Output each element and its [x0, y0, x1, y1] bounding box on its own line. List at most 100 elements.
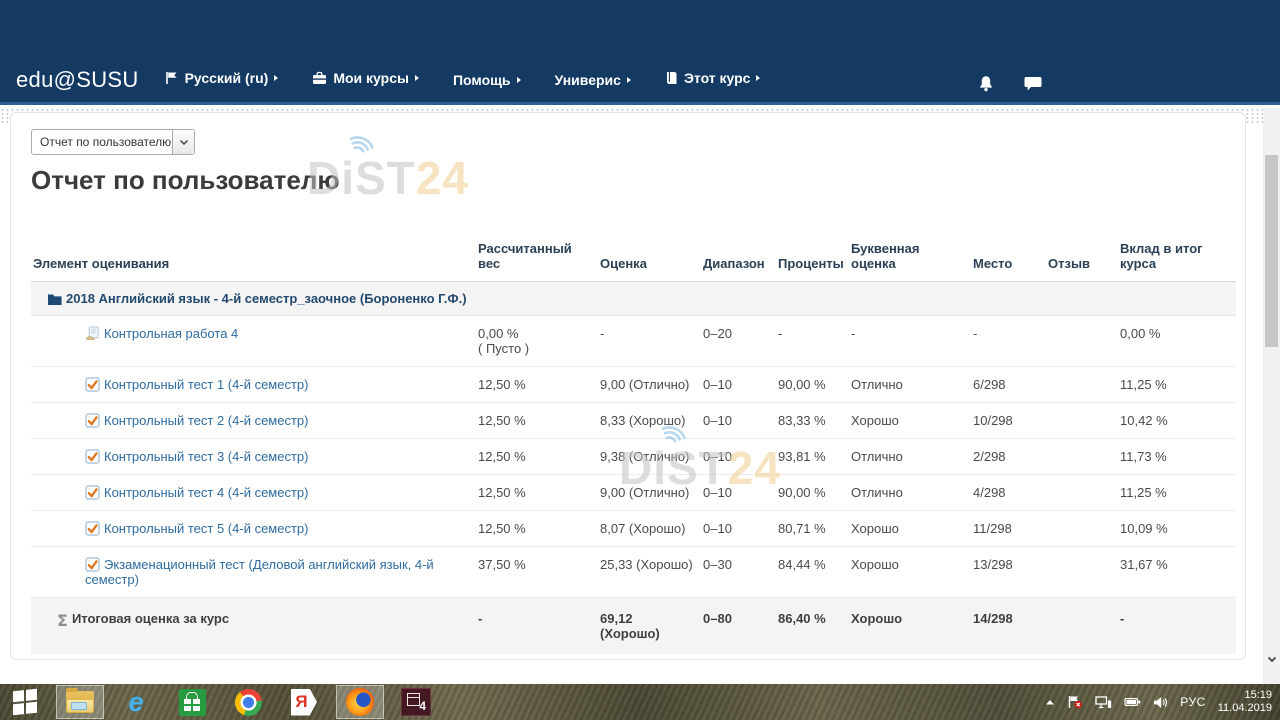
clock[interactable]: 15:19 11.04.2019 [1218, 689, 1272, 715]
category-name-cell: 2018 Английский язык - 4-й семестр_заочн… [31, 281, 1236, 316]
nav-item-label: Русский (ru) [184, 70, 269, 86]
book-icon [666, 72, 677, 84]
percent-cell: 93,81 % [776, 438, 849, 475]
nav-item-help[interactable]: Помощь [453, 72, 521, 88]
volume-icon [1154, 696, 1168, 708]
grade-table-header-row: Элемент оценивания Рассчитанный вес Оценка… [31, 223, 1236, 282]
nav-item-label: Помощь [452, 72, 511, 88]
percent-cell: 84,44 % [776, 546, 849, 598]
caret-right-icon [516, 77, 521, 83]
messages-button[interactable] [1024, 76, 1042, 92]
action-center-flag-button[interactable] [1067, 695, 1083, 709]
tray-expand-icon [1046, 700, 1055, 705]
percent-cell: 83,33 % [776, 402, 849, 439]
grade-table-body: 2018 Английский язык - 4-й семестр_заочн… [31, 281, 1236, 654]
folder-icon [48, 294, 62, 305]
grade-item-link[interactable]: Контрольный тест 5 (4-й семестр) [104, 520, 309, 536]
category-title: 2018 Английский язык - 4-й семестр_заочн… [66, 290, 467, 306]
contribution-cell: - [1118, 597, 1236, 654]
table-row-quiz: Экзаменационный тест (Деловой английский… [31, 546, 1236, 598]
weight-cell: 37,50 % [476, 546, 598, 598]
contribution-cell: 11,25 % [1118, 474, 1236, 511]
grade-cell: 69,12 (Хорошо) [598, 597, 701, 654]
chat-icon [1024, 76, 1042, 91]
rank-cell: 6/298 [971, 366, 1046, 403]
tray-expand-button[interactable] [1045, 698, 1055, 706]
start-button[interactable] [0, 684, 50, 720]
contribution-cell: 0,00 % [1118, 315, 1236, 367]
weight-cell: 12,50 % [476, 366, 598, 403]
notifications-button[interactable] [978, 75, 994, 92]
feedback-cell [1046, 438, 1118, 475]
grade-item-link[interactable]: Контрольный тест 2 (4-й семестр) [104, 412, 309, 428]
chevron-down-icon [172, 130, 194, 154]
grade-item-link[interactable]: Экзаменационный тест (Деловой английский… [85, 556, 434, 587]
letter-cell: Хорошо [849, 402, 971, 439]
letter-cell: Отлично [849, 366, 971, 403]
report-type-select-value: Отчет по пользователю [40, 135, 172, 149]
volume-button[interactable] [1153, 696, 1168, 709]
feedback-cell [1046, 366, 1118, 403]
wifi-arcs-icon [349, 136, 374, 153]
weight-cell: 12,50 % [476, 402, 598, 439]
grade-item-link[interactable]: Контрольный тест 1 (4-й семестр) [104, 376, 309, 392]
item-name-cell: Контрольный тест 2 (4-й семестр) [31, 402, 476, 439]
top-navbar: edu@SUSU Русский (ru) Мои курсы Помощь Унив… [0, 0, 1280, 105]
contribution-cell: 10,42 % [1118, 402, 1236, 439]
grade-item-link[interactable]: Контрольный тест 4 (4-й семестр) [104, 484, 309, 500]
weight-cell: 0,00 % ( Пусто ) [476, 315, 598, 367]
rank-cell: - [971, 315, 1046, 367]
table-row-category: 2018 Английский язык - 4-й семестр_заочн… [31, 281, 1236, 316]
sigma-icon: Σ [57, 610, 68, 630]
item-name-cell: Σ Итоговая оценка за курс [31, 597, 476, 654]
taskbar-app-box4[interactable]: 4 [392, 685, 440, 719]
caret-right-icon [274, 75, 279, 81]
range-cell: 0–80 [701, 597, 776, 654]
site-logo[interactable]: edu@SUSU [16, 67, 139, 92]
taskbar-app-store[interactable] [168, 685, 216, 719]
taskbar-app-ie[interactable]: e [112, 685, 160, 719]
scrollbar-thumb[interactable] [1265, 155, 1278, 347]
taskbar-app-chrome[interactable] [224, 685, 272, 719]
flag-icon [165, 72, 177, 84]
taskbar-apps: e Я 4 [56, 685, 448, 719]
letter-cell: Хорошо [849, 510, 971, 547]
rank-cell: 2/298 [971, 438, 1046, 475]
vertical-scrollbar[interactable] [1263, 108, 1280, 684]
report-type-select[interactable]: Отчет по пользователю [31, 129, 195, 155]
column-header: Вклад в итог курса [1118, 223, 1236, 282]
network-icon [1095, 695, 1112, 708]
nav-item-univeris[interactable]: Универис [555, 72, 631, 88]
nav-item-label: Мои курсы [333, 70, 409, 86]
grade-item-link[interactable]: Контрольная работа 4 [104, 325, 239, 341]
column-header: Проценты [776, 223, 849, 282]
windows-store-icon [178, 688, 206, 716]
grade-cell: 8,07 (Хорошо) [598, 510, 701, 547]
nav-item-label: Универис [554, 72, 621, 88]
battery-button[interactable] [1124, 697, 1141, 707]
bell-icon [980, 76, 992, 92]
percent-cell: 80,71 % [776, 510, 849, 547]
grade-item-link[interactable]: Контрольный тест 3 (4-й семестр) [104, 448, 309, 464]
caret-right-icon [414, 75, 419, 81]
taskbar-app-firefox[interactable] [336, 685, 384, 719]
weight-cell: - [476, 597, 598, 654]
column-header: Буквенная оценка [849, 223, 971, 282]
page-title: Отчет по пользователю [31, 165, 340, 195]
rank-cell: 4/298 [971, 474, 1046, 511]
battery-icon [1124, 698, 1141, 707]
taskbar-app-yandex[interactable]: Я [280, 685, 328, 719]
grade-cell: 9,00 (Отлично) [598, 474, 701, 511]
nav-item-my-courses[interactable]: Мои курсы [312, 70, 419, 86]
range-cell: 0–10 [701, 474, 776, 511]
network-button[interactable] [1095, 695, 1112, 709]
language-indicator[interactable]: РУС [1180, 695, 1206, 709]
nav-item-this-course[interactable]: Этот курс [665, 70, 761, 86]
taskbar-app-explorer[interactable] [56, 685, 104, 719]
scrollbar-down-button[interactable] [1263, 650, 1280, 668]
main-menu: Русский (ru) Мои курсы Помощь Универис Этот … [165, 70, 795, 90]
nav-item-language[interactable]: Русский (ru) [165, 70, 279, 86]
table-row-quiz: Контрольный тест 1 (4-й семестр) 12,50 % 9… [31, 366, 1236, 403]
caret-right-icon [756, 75, 761, 81]
column-header: Отзыв [1046, 223, 1118, 282]
